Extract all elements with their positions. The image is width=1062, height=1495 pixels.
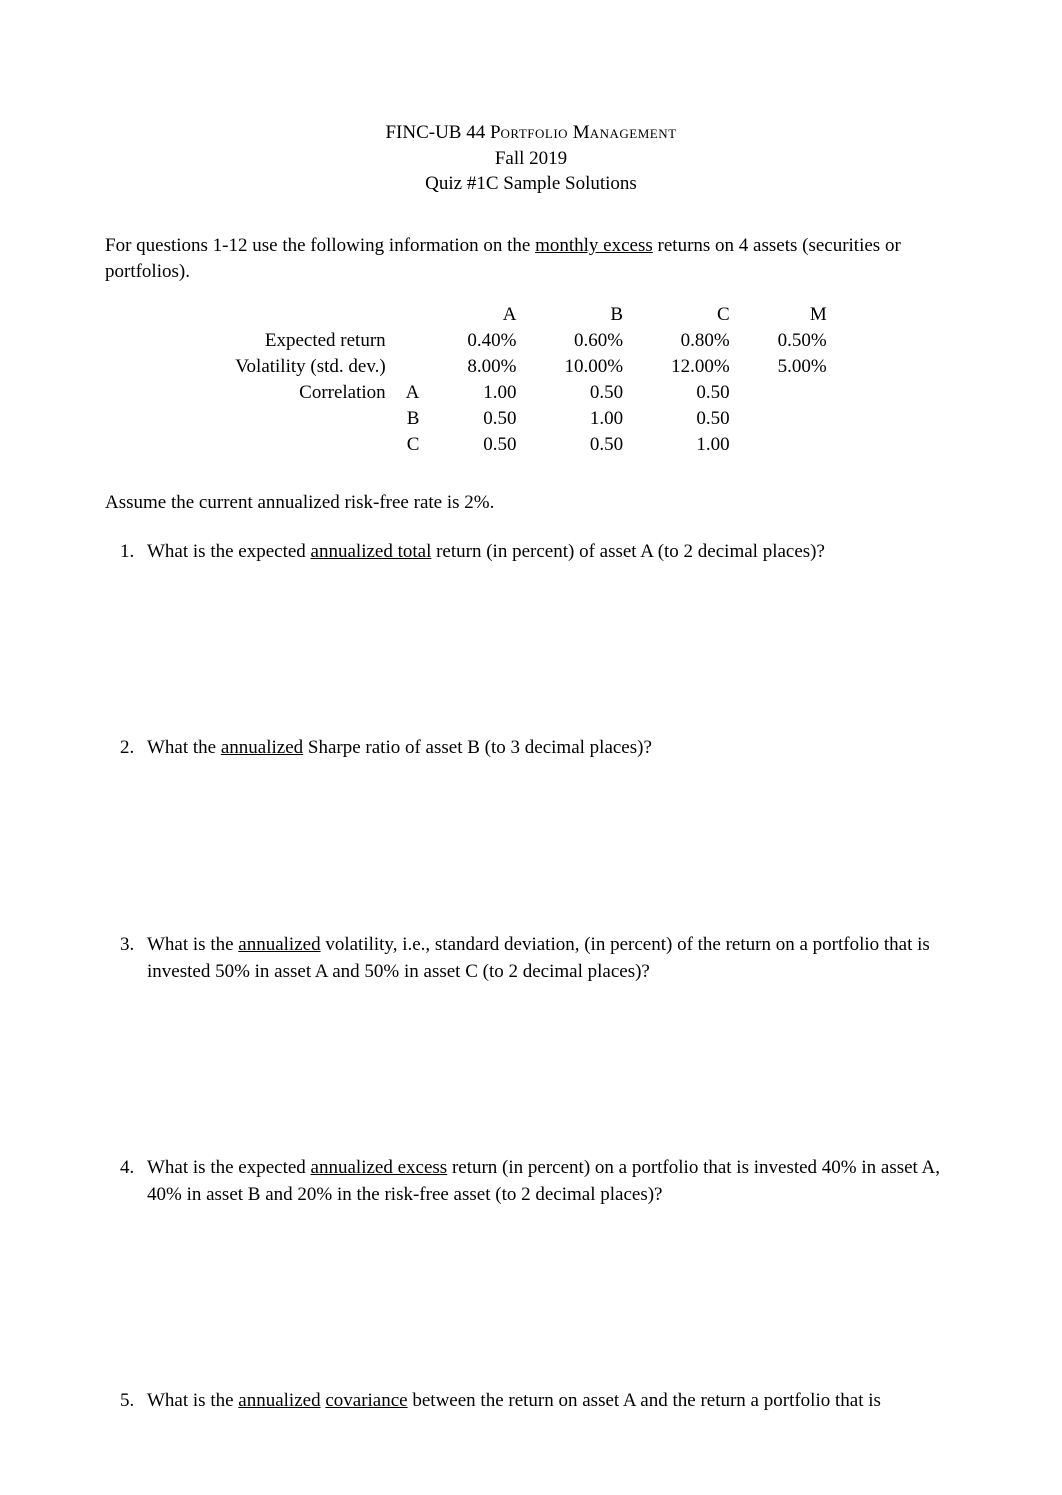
question-text: between the return on asset A and the re…	[408, 1390, 881, 1411]
heading-quiz: Quiz #1C Sample Solutions	[105, 171, 957, 197]
table-cell: 0.50%	[754, 328, 851, 354]
row-label	[211, 406, 399, 432]
heading-term: Fall 2019	[105, 146, 957, 172]
question-underlined-text: annualized	[238, 934, 320, 955]
table-cell: 8.00%	[443, 354, 540, 380]
intro-prefix: For questions 1-12 use the following inf…	[105, 235, 535, 256]
table-cell: 5.00%	[754, 354, 851, 380]
question-underlined-text: annualized	[238, 1390, 320, 1411]
table-cell: 0.40%	[443, 328, 540, 354]
table-header-blank-2	[400, 302, 444, 328]
heading-line-1: FINC-UB 44 Portfolio Management	[105, 120, 957, 146]
row-sublabel	[400, 328, 444, 354]
row-sublabel: A	[400, 380, 444, 406]
table-header-row: A B C M	[211, 302, 850, 328]
table-cell: 0.50	[540, 432, 647, 458]
table-body: Expected return0.40%0.60%0.80%0.50%Volat…	[211, 328, 850, 458]
question-item: What is the expected annualized total re…	[139, 539, 957, 566]
table-cell: 0.50	[540, 380, 647, 406]
question-text: What is the expected	[147, 1157, 311, 1178]
heading-course-small2: anagement	[590, 122, 677, 143]
question-item: What is the expected annualized excess r…	[139, 1155, 957, 1208]
table-row: Volatility (std. dev.) 8.00%10.00%12.00%5…	[211, 354, 850, 380]
table-cell: 1.00	[540, 406, 647, 432]
table-cell: 0.60%	[540, 328, 647, 354]
table-cell: 0.50	[443, 406, 540, 432]
col-head-A: A	[443, 302, 540, 328]
intro-underlined: monthly excess	[535, 235, 653, 256]
col-head-M: M	[754, 302, 851, 328]
question-text: What is the	[147, 1390, 238, 1411]
table-cell	[754, 380, 851, 406]
table-row: CorrelationA1.000.500.50	[211, 380, 850, 406]
intro-paragraph: For questions 1-12 use the following inf…	[105, 233, 957, 284]
asset-stats-table: A B C M Expected return0.40%0.60%0.80%0.…	[211, 302, 850, 458]
row-sublabel: B	[400, 406, 444, 432]
question-item: What is the annualized volatility, i.e.,…	[139, 932, 957, 985]
table-cell: 1.00	[443, 380, 540, 406]
table-cell	[754, 406, 851, 432]
question-item: What is the annualized covariance betwee…	[139, 1388, 957, 1415]
table-cell: 0.50	[443, 432, 540, 458]
table-row: B0.501.000.50	[211, 406, 850, 432]
question-text: What is the	[147, 934, 238, 955]
table-cell: 10.00%	[540, 354, 647, 380]
table-cell: 1.00	[647, 432, 754, 458]
heading-course-mid: M	[568, 122, 590, 143]
question-text: What is the expected	[147, 541, 311, 562]
row-label	[211, 432, 399, 458]
table-cell: 12.00%	[647, 354, 754, 380]
risk-free-note: Assume the current annualized risk-free …	[105, 490, 957, 517]
heading-course-small1: ortfolio	[501, 122, 569, 143]
heading-course-prefix: FINC-UB 44 P	[385, 122, 500, 143]
row-label: Volatility (std. dev.)	[211, 354, 399, 380]
question-underlined-text: covariance	[325, 1390, 407, 1411]
question-text: Sharpe ratio of asset B (to 3 decimal pl…	[303, 737, 652, 758]
question-text: return (in percent) of asset A (to 2 dec…	[431, 541, 825, 562]
row-label: Correlation	[211, 380, 399, 406]
table-row: C0.500.501.00	[211, 432, 850, 458]
table-header-blank-1	[211, 302, 399, 328]
question-text: What the	[147, 737, 221, 758]
table-row: Expected return 0.40%0.60%0.80%0.50%	[211, 328, 850, 354]
table-cell: 0.50	[647, 406, 754, 432]
col-head-B: B	[540, 302, 647, 328]
col-head-C: C	[647, 302, 754, 328]
question-underlined-text: annualized excess	[311, 1157, 448, 1178]
questions-list: What is the expected annualized total re…	[105, 539, 957, 1415]
question-underlined-text: annualized total	[311, 541, 432, 562]
row-sublabel: C	[400, 432, 444, 458]
row-sublabel	[400, 354, 444, 380]
table-cell: 0.50	[647, 380, 754, 406]
doc-heading: FINC-UB 44 Portfolio Management Fall 201…	[105, 120, 957, 197]
question-underlined-text: annualized	[221, 737, 303, 758]
table-cell: 0.80%	[647, 328, 754, 354]
question-item: What the annualized Sharpe ratio of asse…	[139, 735, 957, 762]
row-label: Expected return	[211, 328, 399, 354]
table-cell	[754, 432, 851, 458]
